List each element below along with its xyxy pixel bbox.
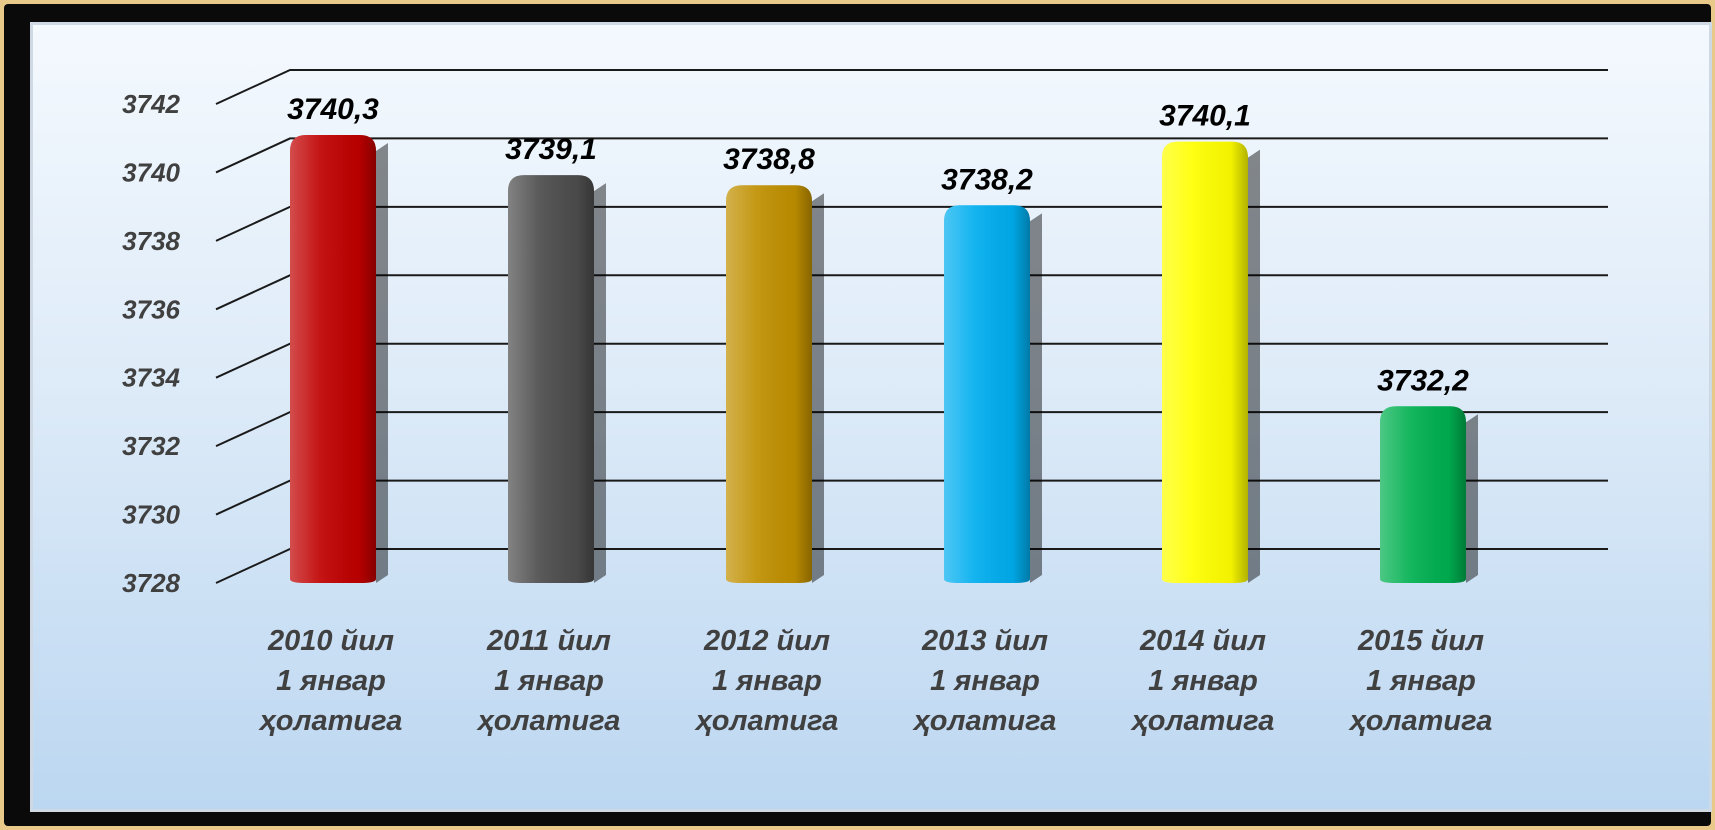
bar-shading [1162,141,1248,583]
bar-side [1248,149,1260,583]
category-label: ҳолатига [694,705,839,737]
bar [1380,406,1478,583]
bar-side [812,193,824,583]
bar-side [594,183,606,583]
category-label: 2012 йил [703,625,830,657]
category-label: ҳолатига [912,705,1057,737]
bar [1162,141,1260,583]
category-label: 1 январ [930,665,1040,697]
bar [944,205,1042,584]
category-label: ҳолатига [476,705,621,737]
category-label: 2013 йил [921,625,1048,657]
data-label: 3732,2 [1377,364,1469,397]
category-label: 1 январ [712,665,822,697]
y-tick-label: 3742 [122,89,180,119]
gridline [215,274,1608,311]
data-label: 3740,1 [1159,100,1251,133]
y-tick-label: 3732 [122,431,180,461]
category-label: 1 январ [1366,665,1476,697]
category-label: ҳолатига [1348,705,1493,737]
category-label: 2010 йил [267,625,394,657]
category-label: 2015 йил [1357,625,1484,657]
data-label: 3738,2 [941,163,1033,196]
bar [508,175,606,583]
category-label: ҳолатига [1130,705,1275,737]
data-labels: 3740,3 3739,1 3738,8 3738,2 3740,1 3732,2 [287,93,1469,397]
bar-shading [508,175,594,583]
bar-shading [1380,406,1466,583]
y-axis-ticks: 3728 3730 3732 3734 3736 3738 3740 3742 [122,89,180,598]
gridline [215,137,1608,174]
y-tick-label: 3734 [122,363,180,393]
category-label: 2014 йил [1139,625,1266,657]
y-tick-label: 3736 [122,294,180,324]
category-label: 2011 йил [486,625,611,657]
y-tick-label: 3740 [122,157,180,187]
bar-shading [726,185,812,583]
bar-shading [944,205,1030,584]
category-label: 1 январ [1148,665,1258,697]
bar-shading [290,134,376,583]
category-label: 1 январ [494,665,604,697]
y-tick-label: 3730 [122,500,180,530]
bar-side [1030,213,1042,584]
bar [726,185,824,583]
data-label: 3740,3 [287,93,379,126]
bars [290,134,1478,584]
data-label: 3738,8 [723,143,815,176]
y-tick-label: 3738 [122,226,180,256]
bar [290,134,388,583]
bar-side [1466,414,1478,583]
y-tick-label: 3728 [122,568,180,598]
gridline [215,69,1608,105]
category-label: ҳолатига [258,705,403,737]
x-axis-categories: 2010 йил 1 январ ҳолатига 2011 йил 1 январ ҳо… [258,625,1493,737]
category-label: 1 январ [276,665,386,697]
bar-side [376,142,388,583]
data-label: 3739,1 [505,133,597,166]
gridline [215,205,1608,242]
